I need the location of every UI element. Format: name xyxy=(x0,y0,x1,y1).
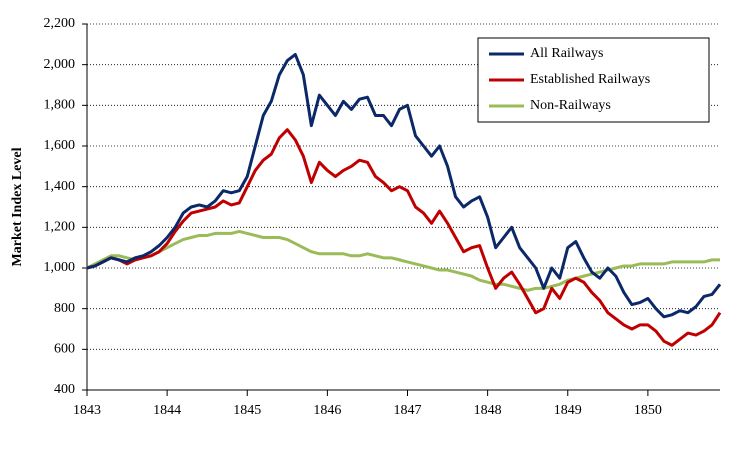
y-tick-label: 2,200 xyxy=(44,16,76,31)
legend-label: All Railways xyxy=(530,46,604,61)
legend-label: Non-Railways xyxy=(530,98,611,113)
x-tick-label: 1850 xyxy=(634,403,662,418)
x-tick-label: 1843 xyxy=(73,403,101,418)
series-line xyxy=(86,53,722,319)
y-tick-label: 1,800 xyxy=(44,98,76,113)
y-axis-label: Market Index Level xyxy=(10,147,25,266)
legend-label: Established Railways xyxy=(530,72,650,87)
x-tick-label: 1844 xyxy=(153,403,181,418)
y-tick-label: 1,400 xyxy=(44,179,76,194)
series-line xyxy=(86,128,722,347)
x-tick-label: 1849 xyxy=(554,403,582,418)
x-tick-label: 1845 xyxy=(233,403,261,418)
y-tick-label: 2,000 xyxy=(44,57,76,72)
y-tick-label: 1,600 xyxy=(44,138,76,153)
y-tick-label: 1,000 xyxy=(44,260,76,275)
series-line xyxy=(86,229,720,292)
y-tick-label: 600 xyxy=(54,342,75,357)
x-tick-label: 1848 xyxy=(474,403,502,418)
y-tick-label: 400 xyxy=(54,382,75,397)
y-tick-label: 800 xyxy=(54,301,75,316)
x-tick-label: 1847 xyxy=(394,403,422,418)
x-tick-label: 1846 xyxy=(313,403,341,418)
y-tick-label: 1,200 xyxy=(44,220,76,235)
